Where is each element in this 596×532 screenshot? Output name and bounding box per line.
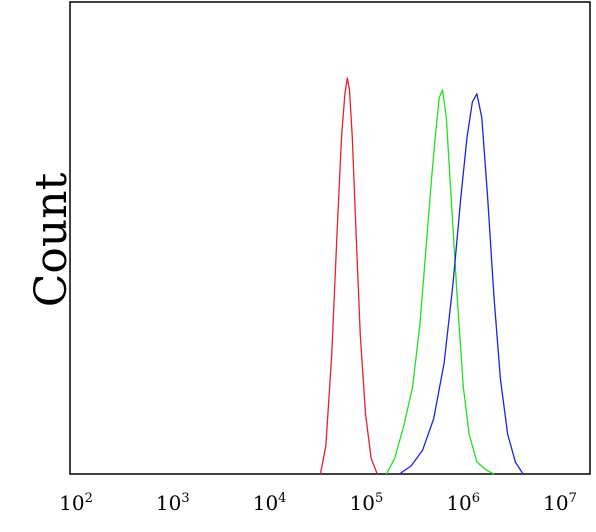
- x-tick-exponent: 2: [85, 491, 93, 506]
- x-tick-base: 10: [156, 491, 181, 515]
- x-tick-label: 105: [350, 491, 384, 515]
- x-tick-exponent: 7: [569, 491, 577, 506]
- x-axis-tick-labels: 102 103 104 105 106 107: [59, 491, 577, 515]
- x-tick-label: 107: [543, 491, 577, 515]
- x-tick-label: 106: [446, 491, 480, 515]
- x-tick-exponent: 3: [181, 491, 189, 506]
- x-tick-exponent: 6: [472, 491, 480, 506]
- x-tick-base: 10: [253, 491, 278, 515]
- series-line-1: [319, 77, 378, 475]
- x-tick-exponent: 4: [278, 491, 286, 506]
- x-tick-base: 10: [350, 491, 375, 515]
- x-tick-label: 102: [59, 491, 93, 515]
- x-tick-exponent: 5: [375, 491, 383, 506]
- series-line-2: [385, 89, 495, 475]
- x-tick-base: 10: [446, 491, 471, 515]
- x-tick-label: 103: [156, 491, 190, 515]
- x-tick-label: 104: [253, 491, 287, 515]
- y-axis-title: Count: [26, 172, 77, 307]
- x-tick-base: 10: [59, 491, 84, 515]
- series-layer: [319, 77, 524, 475]
- plot-frame: [69, 1, 591, 475]
- series-line-3: [399, 93, 524, 475]
- x-tick-base: 10: [543, 491, 568, 515]
